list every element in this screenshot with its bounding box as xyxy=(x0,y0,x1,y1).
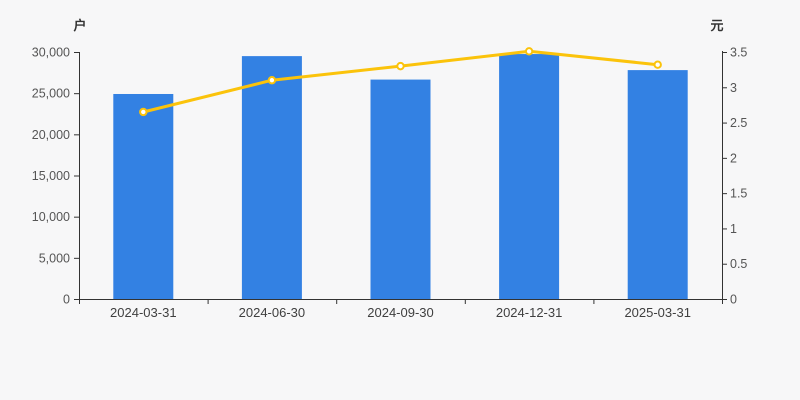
x-axis-category-label: 2024-09-30 xyxy=(367,305,434,320)
right-axis-tick-label: 0.5 xyxy=(730,257,747,271)
right-axis-tick-label: 3 xyxy=(730,81,737,95)
x-axis-category-label: 2024-06-30 xyxy=(239,305,306,320)
line-point-marker[interactable] xyxy=(653,60,662,69)
right-axis-tick-label: 0 xyxy=(730,293,737,307)
bar[interactable] xyxy=(370,79,431,299)
left-axis-tick-label: 25,000 xyxy=(32,87,70,101)
x-axis-category-label: 2024-12-31 xyxy=(496,305,563,320)
x-axis-category-label: 2025-03-31 xyxy=(624,305,691,320)
bar[interactable] xyxy=(113,93,174,300)
left-axis-tick-label: 20,000 xyxy=(32,128,70,142)
right-axis-unit-label: 元 xyxy=(710,18,724,33)
right-axis-tick-label: 3.5 xyxy=(730,46,747,60)
line-point-marker[interactable] xyxy=(524,47,534,56)
bar[interactable] xyxy=(627,70,688,299)
line-point-marker[interactable] xyxy=(267,76,277,85)
line-point-marker[interactable] xyxy=(139,107,148,117)
left-axis-unit-label: 户 xyxy=(73,18,87,33)
x-axis-category-label: 2024-03-31 xyxy=(110,305,177,320)
left-axis-tick-label: 30,000 xyxy=(32,46,70,60)
left-axis-tick-label: 10,000 xyxy=(32,210,70,224)
right-axis-tick-label: 1 xyxy=(730,222,737,236)
left-axis-tick-label: 5,000 xyxy=(39,251,70,265)
left-axis-tick-label: 15,000 xyxy=(32,169,70,183)
right-axis-tick-label: 1.5 xyxy=(730,187,747,201)
bar[interactable] xyxy=(499,54,560,299)
right-axis-tick-label: 2 xyxy=(730,151,737,165)
left-axis-tick-label: 0 xyxy=(63,293,70,307)
line-point-marker[interactable] xyxy=(396,61,405,71)
bar[interactable] xyxy=(241,56,302,299)
right-axis-tick-label: 2.5 xyxy=(730,116,747,130)
